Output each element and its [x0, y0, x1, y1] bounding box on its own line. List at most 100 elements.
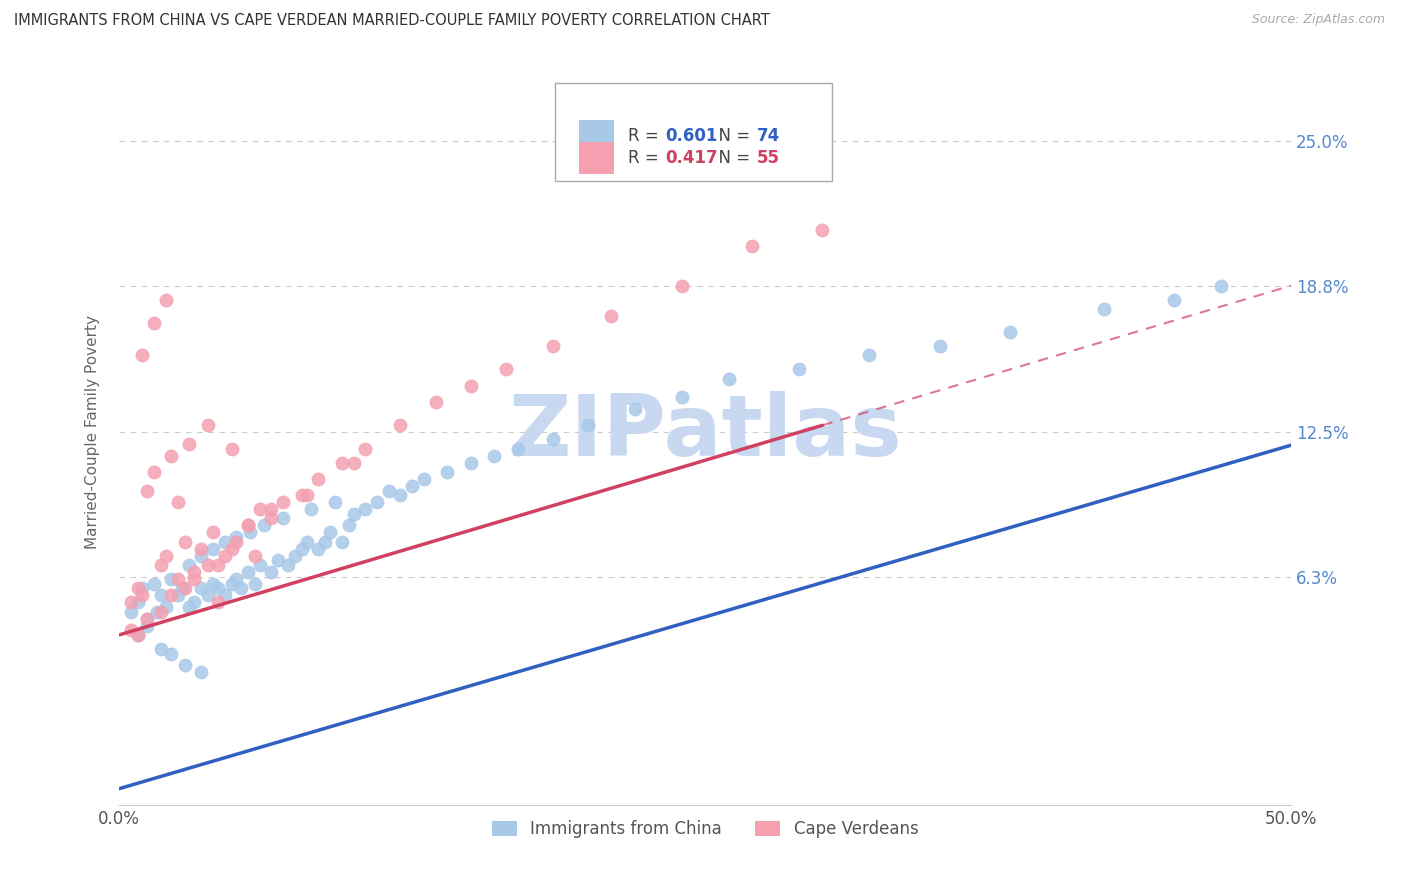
Point [436, 465, 458, 479]
Point [179, 437, 201, 451]
Point [998, 325, 1021, 339]
Point [600, 309, 623, 323]
Point [624, 402, 647, 417]
Point [201, 576, 224, 591]
Point [460, 378, 482, 392]
FancyBboxPatch shape [555, 84, 832, 181]
Point [576, 418, 599, 433]
Point [337, 518, 360, 533]
Point [127, 628, 149, 642]
Point [179, 600, 201, 615]
Point [389, 418, 412, 433]
Point [541, 432, 564, 446]
Point [482, 449, 505, 463]
Point [207, 595, 229, 609]
Y-axis label: Married-Couple Family Poverty: Married-Couple Family Poverty [86, 315, 100, 549]
Point [243, 549, 266, 563]
Point [197, 558, 219, 572]
Point [131, 582, 153, 596]
Point [143, 316, 166, 330]
Point [225, 530, 247, 544]
Point [131, 588, 153, 602]
Point [330, 456, 353, 470]
Point [143, 576, 166, 591]
Point [173, 534, 195, 549]
Point [173, 582, 195, 596]
Point [172, 582, 194, 596]
Point [207, 582, 229, 596]
Text: R =: R = [628, 149, 664, 167]
Point [201, 541, 224, 556]
Point [150, 588, 173, 602]
Point [1163, 293, 1185, 307]
Point [811, 222, 834, 236]
Point [179, 558, 201, 572]
Point [155, 293, 177, 307]
Point [159, 588, 181, 602]
Point [717, 372, 740, 386]
Point [377, 483, 399, 498]
Point [127, 628, 149, 642]
Point [150, 605, 173, 619]
Point [183, 595, 205, 609]
Point [136, 618, 159, 632]
Point [197, 588, 219, 602]
Point [159, 572, 181, 586]
FancyBboxPatch shape [579, 143, 614, 174]
Point [221, 442, 243, 456]
Point [928, 339, 950, 353]
Point [741, 239, 763, 253]
Point [249, 502, 271, 516]
Point [190, 582, 212, 596]
Text: ZIPatlas: ZIPatlas [509, 391, 903, 474]
Point [136, 483, 159, 498]
Point [159, 449, 181, 463]
Point [271, 511, 294, 525]
Text: 74: 74 [756, 127, 780, 145]
Point [120, 605, 142, 619]
Point [229, 582, 252, 596]
Point [190, 541, 212, 556]
Text: Source: ZipAtlas.com: Source: ZipAtlas.com [1251, 13, 1385, 27]
Point [183, 572, 205, 586]
Point [295, 488, 318, 502]
Point [291, 541, 314, 556]
Point [366, 495, 388, 509]
Legend: Immigrants from China, Cape Verdeans: Immigrants from China, Cape Verdeans [485, 814, 925, 845]
Point [120, 595, 142, 609]
Point [277, 558, 299, 572]
Point [159, 647, 181, 661]
Point [291, 488, 314, 502]
Point [506, 442, 529, 456]
Point [412, 472, 434, 486]
Text: IMMIGRANTS FROM CHINA VS CAPE VERDEAN MARRIED-COUPLE FAMILY POVERTY CORRELATION : IMMIGRANTS FROM CHINA VS CAPE VERDEAN MA… [14, 13, 770, 29]
Point [131, 348, 153, 362]
Point [236, 518, 259, 533]
Point [307, 472, 329, 486]
Point [183, 565, 205, 579]
Point [249, 558, 271, 572]
Point [173, 658, 195, 673]
Point [260, 511, 283, 525]
Point [354, 442, 377, 456]
Text: 0.601: 0.601 [665, 127, 717, 145]
Point [401, 479, 423, 493]
Point [143, 465, 166, 479]
Point [314, 534, 336, 549]
FancyBboxPatch shape [579, 120, 614, 152]
Point [495, 362, 517, 376]
Point [342, 456, 364, 470]
Point [166, 572, 188, 586]
Point [236, 518, 259, 533]
Point [127, 595, 149, 609]
Point [271, 495, 294, 509]
Point [239, 525, 262, 540]
Point [342, 507, 364, 521]
Text: N =: N = [707, 127, 755, 145]
Point [1092, 301, 1115, 316]
Point [150, 642, 173, 657]
Point [260, 565, 283, 579]
Point [284, 549, 307, 563]
Point [197, 418, 219, 433]
Text: R =: R = [628, 127, 664, 145]
